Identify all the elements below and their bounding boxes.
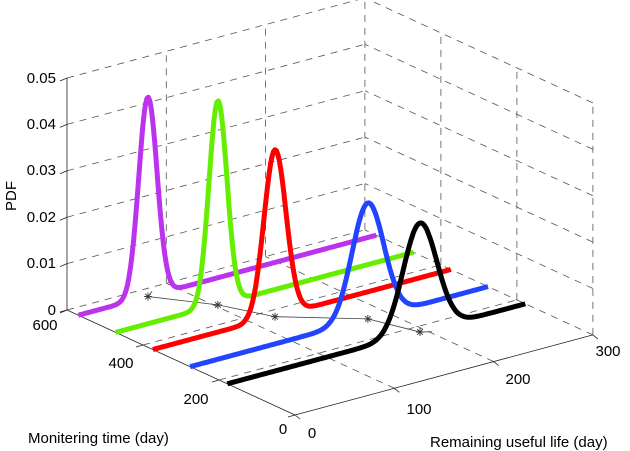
wall-grid-line (66, 136, 366, 218)
pdf-curves (77, 94, 527, 387)
y-axis-label: Monitering time (day) (28, 430, 169, 447)
z-tick-label: 0 (48, 302, 56, 319)
axes (59, 77, 599, 420)
z-tick-mark (59, 77, 68, 82)
y-tick-mark (59, 309, 68, 313)
y-tick-mark (211, 379, 220, 383)
pdf-curve (77, 94, 378, 318)
x-tick-label: 300 (595, 343, 620, 360)
asterisk-marker (416, 328, 425, 337)
z-axis-label: PDF (3, 181, 20, 211)
x-tick-label: 200 (505, 371, 530, 388)
z-tick-label: 0.04 (27, 116, 56, 133)
z-tick-mark (59, 170, 68, 175)
floor-grid-line (166, 282, 395, 389)
grid (66, 0, 594, 389)
asterisk-stroke (214, 301, 222, 309)
x-axis-line (294, 334, 594, 416)
asterisk-marker (363, 314, 372, 323)
wall-grid-line (364, 136, 594, 243)
x-axis-label: Remaining useful life (day) (430, 434, 608, 451)
x-tick-label: 100 (406, 401, 431, 418)
asterisk-marker (143, 292, 152, 301)
asterisk-marker (213, 300, 222, 309)
pdf-curve (189, 200, 489, 370)
x-tick-mark (394, 387, 400, 393)
y-axis-line (66, 309, 296, 416)
floor-grid-line (66, 229, 366, 311)
wall-grid-line (364, 90, 594, 197)
y-tick-label: 0 (279, 421, 287, 438)
y-tick-mark (287, 414, 296, 418)
asterisk-marker (271, 312, 280, 321)
z-tick-mark (59, 216, 68, 221)
z-tick-mark (59, 124, 68, 128)
wall-grid-line (364, 43, 594, 150)
x-tick-mark (592, 334, 599, 340)
y-tick-label: 200 (183, 391, 208, 408)
x-tick-label: 0 (308, 425, 316, 442)
y-tick-mark (135, 344, 144, 348)
z-tick-label: 0.03 (27, 162, 56, 179)
z-tick-label: 0.01 (27, 255, 56, 272)
z-tick-mark (59, 263, 68, 267)
x-tick-mark (294, 414, 301, 420)
y-tick-label: 400 (108, 355, 133, 372)
asterisk-stroke (271, 313, 279, 320)
tick-labels: 0 0.01 0.02 0.03 0.04 0.05 600 400 200 0… (27, 70, 621, 442)
wall-grid-line (364, 183, 594, 289)
floor-grid-line (218, 299, 518, 381)
floor-grid-line (364, 229, 594, 336)
wall-grid-line (368, 0, 594, 104)
asterisk-stroke (144, 293, 152, 300)
z-tick-label: 0.02 (27, 209, 56, 226)
z-tick-label: 0.05 (27, 70, 56, 87)
wall-grid-line (66, 0, 359, 79)
x-tick-mark (493, 361, 499, 366)
pdf-curve (114, 98, 415, 335)
y-tick-label: 600 (32, 317, 57, 334)
pdf-curve (226, 220, 527, 387)
asterisk-stroke (416, 328, 424, 336)
asterisk-stroke (364, 315, 371, 323)
estimate-markers (143, 291, 432, 337)
floor-grid-line (265, 256, 494, 362)
